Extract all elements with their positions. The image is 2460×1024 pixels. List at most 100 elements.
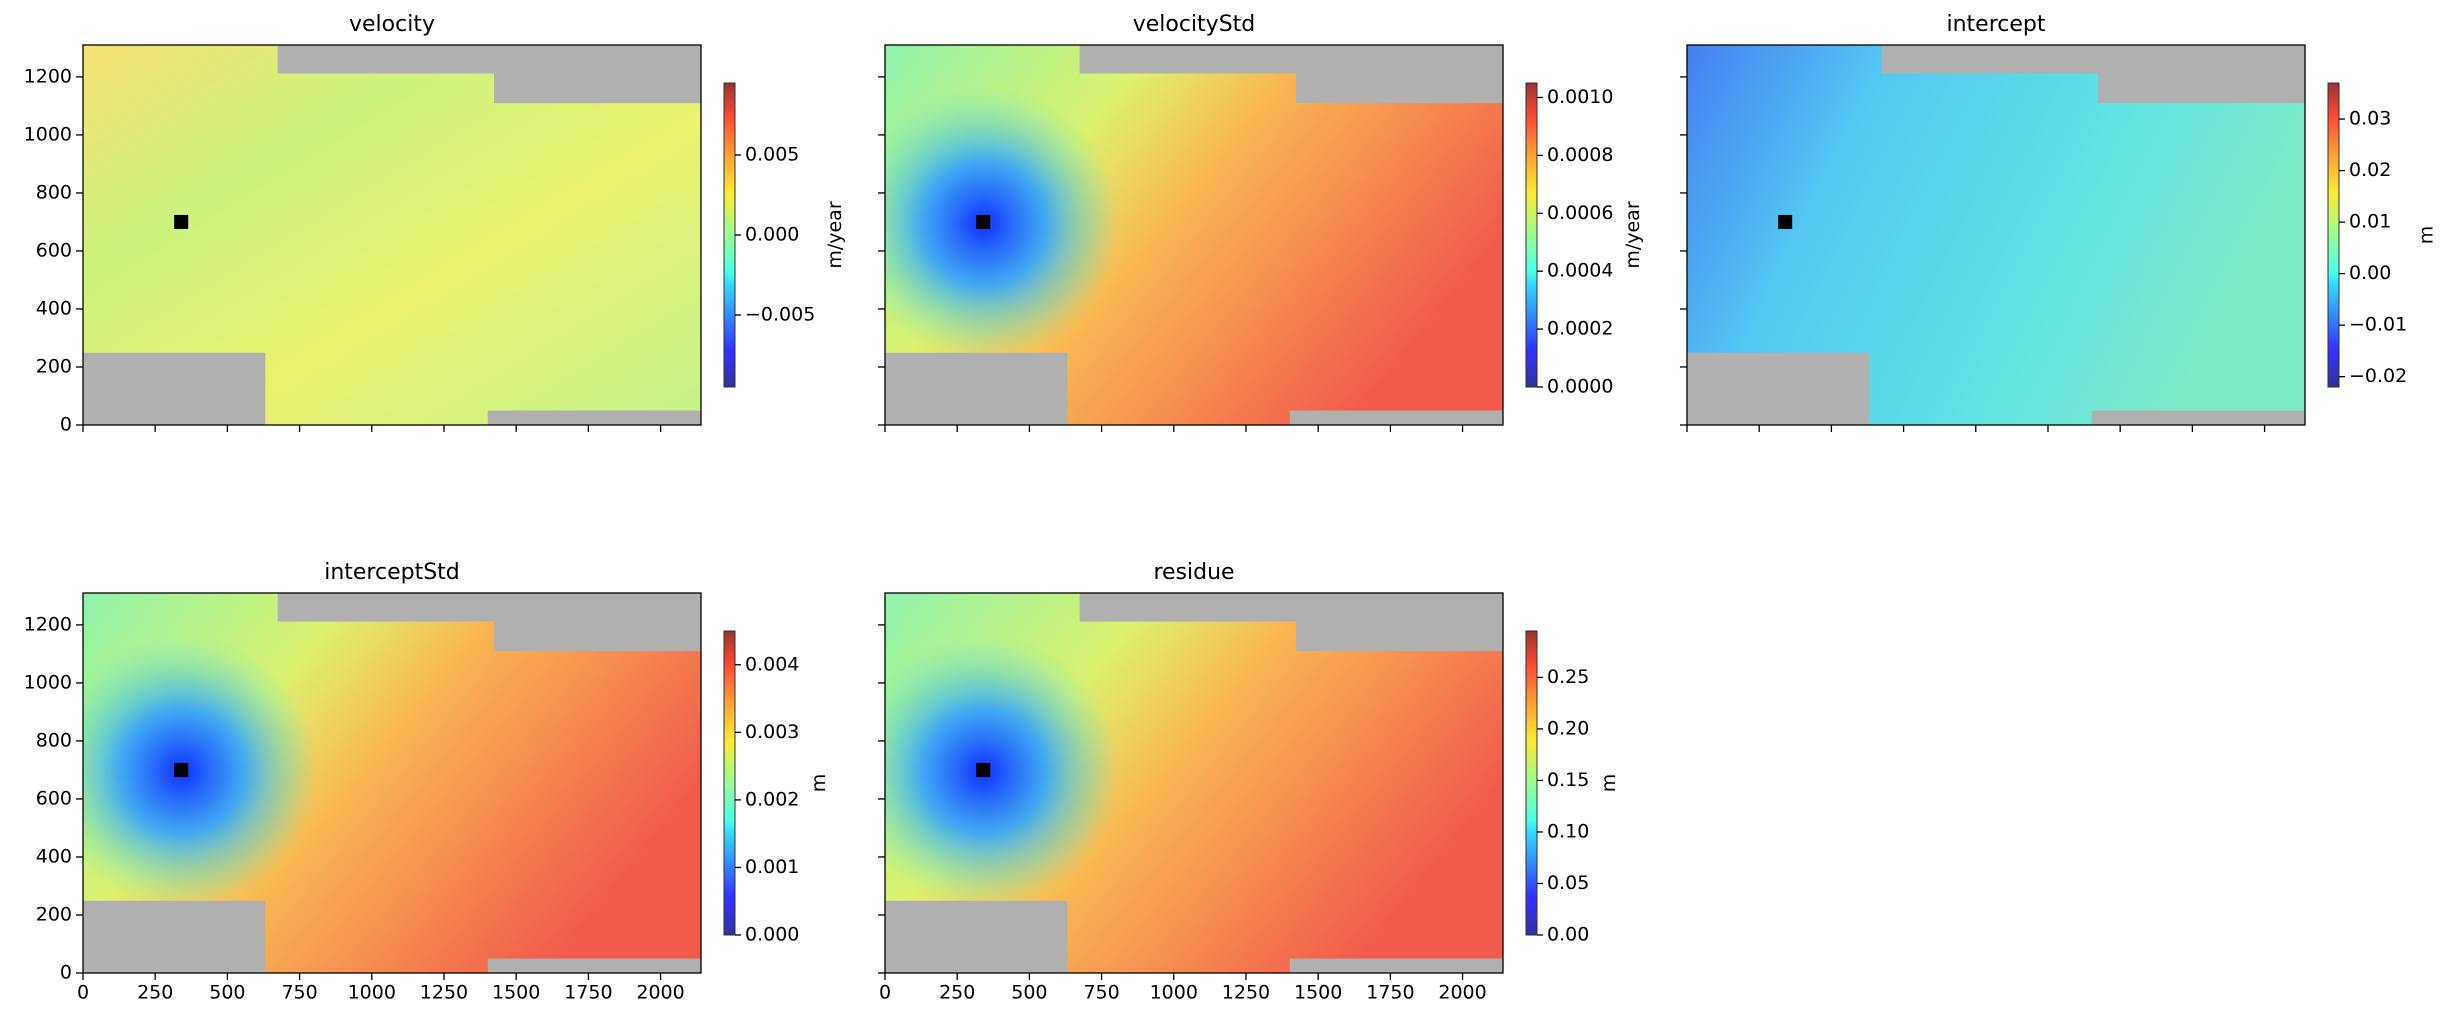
reference-point [976, 214, 991, 229]
colorbar [2327, 82, 2340, 388]
x-tick-label: 250 [137, 982, 173, 1004]
colorbar-tick-label: 0.0010 [1547, 86, 1613, 108]
panel-title: intercept [1947, 12, 2046, 37]
reference-point [174, 762, 189, 777]
colorbar-tick-label: 0.05 [1547, 872, 1589, 894]
colorbar-tick-label: 0.0004 [1547, 260, 1613, 282]
colorbar-tick-label: 0.003 [745, 721, 799, 743]
x-tick-label: 750 [1083, 982, 1119, 1004]
colorbar-label: m [2416, 226, 2438, 245]
colorbar-label: m [1598, 774, 1620, 793]
mask-area [277, 593, 494, 622]
axes-frame [82, 44, 702, 426]
colorbar-tick-label: 0.005 [745, 144, 799, 166]
colorbar-tick-label: 0.000 [745, 224, 799, 246]
reference-point [174, 214, 189, 229]
x-tick-label: 1250 [1222, 982, 1270, 1004]
panel: velocityStd 0.0000 0.0002 0.0004 0.0006 0.000… [878, 12, 1644, 432]
colorbar-tick-label: 0.01 [2349, 211, 2391, 233]
colorbar-tick-label: 0.0008 [1547, 144, 1613, 166]
y-tick-label: 600 [36, 239, 72, 261]
x-tick-label: 2000 [1438, 982, 1486, 1004]
colorbar-label: m/year [1622, 201, 1644, 268]
y-tick-label: 200 [36, 903, 72, 925]
mask-area [1295, 45, 1503, 104]
colorbar-tick-label: 0.10 [1547, 820, 1589, 842]
mask-area [487, 410, 701, 425]
colorbar-tick-label: 0.25 [1547, 666, 1589, 688]
colorbar-label: m/year [824, 201, 846, 268]
panel: intercept −0.02 −0.01 0.00 0.01 0.02 0.03 m [1680, 12, 2438, 432]
mask-area [487, 958, 701, 973]
x-tick-label: 1250 [420, 982, 468, 1004]
mask-area [1289, 410, 1503, 425]
panel: velocity 0 200 400 600 800 1000 1200 −0.005 0.000… [24, 12, 846, 436]
axes-frame [884, 44, 1504, 426]
colorbar-tick-label: 0.0000 [1547, 376, 1613, 398]
y-tick-label: 400 [36, 297, 72, 319]
colorbar-tick-label: 0.00 [1547, 924, 1589, 946]
mask-area [277, 45, 494, 74]
panel-title: velocityStd [1133, 12, 1256, 37]
colorbar-tick-label: 0.20 [1547, 717, 1589, 739]
x-tick-label: 500 [209, 982, 245, 1004]
mask-area [1079, 593, 1296, 622]
colorbar-tick-label: 0.001 [745, 856, 799, 878]
axes-frame [82, 592, 702, 974]
colorbar-tick-label: 0.0006 [1547, 202, 1613, 224]
x-tick-label: 1500 [492, 982, 540, 1004]
axes-frame [1686, 44, 2306, 426]
mask-area [1079, 45, 1296, 74]
y-tick-label: 1200 [24, 613, 72, 635]
colorbar-tick-label: 0.15 [1547, 769, 1589, 791]
mask-area [885, 352, 1068, 425]
x-tick-label: 1750 [564, 982, 612, 1004]
y-tick-label: 1000 [24, 671, 72, 693]
panel-title: velocity [349, 12, 435, 37]
panel-title: interceptStd [324, 560, 460, 585]
colorbar-tick-label: −0.01 [2349, 314, 2407, 336]
colorbar-tick-label: −0.02 [2349, 365, 2407, 387]
reference-point [976, 762, 991, 777]
y-tick-label: 600 [36, 787, 72, 809]
colorbar [1525, 82, 1538, 388]
mask-area [1295, 593, 1503, 652]
x-tick-label: 1750 [1366, 982, 1414, 1004]
mask-area [2091, 410, 2305, 425]
axes-frame [884, 592, 1504, 974]
mask-area [2097, 45, 2305, 104]
x-tick-label: 500 [1011, 982, 1047, 1004]
colorbar [1525, 630, 1538, 936]
mask-area [83, 900, 266, 973]
panel: interceptStd 0 250 500 750 1000 1250 1500 1750 20… [24, 560, 830, 1004]
colorbar-tick-label: 0.03 [2349, 108, 2391, 130]
colorbar [723, 82, 736, 388]
x-tick-label: 1500 [1294, 982, 1342, 1004]
y-tick-label: 0 [60, 962, 72, 984]
colorbar-tick-label: 0.004 [745, 653, 799, 675]
panel-title: residue [1153, 560, 1234, 585]
colorbar-label: m [808, 774, 830, 793]
colorbar-tick-label: −0.005 [745, 304, 815, 326]
colorbar-tick-label: 0.000 [745, 924, 799, 946]
mask-area [885, 900, 1068, 973]
x-tick-label: 1000 [348, 982, 396, 1004]
y-tick-label: 400 [36, 845, 72, 867]
x-tick-label: 1000 [1150, 982, 1198, 1004]
reference-point [1778, 214, 1793, 229]
colorbar-tick-label: 0.0002 [1547, 318, 1613, 340]
mask-area [1687, 352, 1870, 425]
x-tick-label: 0 [879, 982, 891, 1004]
y-tick-label: 1000 [24, 123, 72, 145]
y-tick-label: 1200 [24, 65, 72, 87]
mask-area [83, 352, 266, 425]
panel: residue 0 250 500 750 1000 1250 1500 1750 2000 0.0… [878, 560, 1620, 1004]
mask-area [493, 45, 701, 104]
mask-area [1289, 958, 1503, 973]
x-tick-label: 0 [77, 982, 89, 1004]
x-tick-label: 250 [939, 982, 975, 1004]
mask-area [1881, 45, 2098, 74]
mask-area [493, 593, 701, 652]
colorbar-tick-label: 0.002 [745, 788, 799, 810]
